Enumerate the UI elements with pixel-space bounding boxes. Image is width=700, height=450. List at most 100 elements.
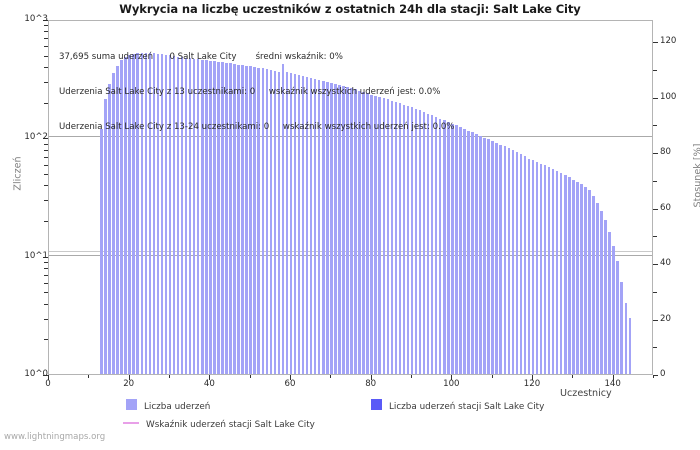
bar (551, 169, 555, 374)
legend-line-rate (123, 422, 139, 424)
bar (217, 61, 220, 374)
bar (624, 302, 628, 374)
y-tick-minor-left (44, 185, 48, 187)
bar (164, 54, 168, 374)
bar (148, 53, 152, 374)
bar (386, 99, 390, 374)
bar (447, 122, 450, 374)
y-tick-minor-left (44, 55, 48, 57)
bar (124, 56, 127, 374)
bar (136, 53, 139, 374)
bar (261, 68, 265, 374)
x-tick-minor (572, 375, 574, 378)
bar (176, 56, 180, 374)
bar (350, 88, 353, 374)
x-tick-minor (491, 375, 493, 378)
bar (313, 78, 317, 374)
bar (374, 95, 377, 374)
y-tick-major-right (653, 375, 658, 376)
bar (188, 58, 192, 374)
bar (580, 184, 583, 374)
legend-item-strikes: Liczba uderzeń (126, 394, 210, 413)
x-tick-label: 60 (284, 379, 296, 389)
y-tick-label-right: 0 (660, 369, 666, 379)
legend-label-rate: Wskaźnik uderzeń stacji Salt Lake City (146, 420, 315, 430)
x-tick-label: 20 (123, 379, 135, 389)
x-tick-major (128, 375, 130, 380)
bar (559, 172, 563, 374)
x-tick-major (290, 375, 291, 380)
bar (201, 59, 204, 374)
bar (479, 136, 482, 374)
y-tick-minor-left (44, 46, 48, 48)
annotation-line-2: Uderzenia Salt Lake City z 13 uczestnika… (59, 86, 441, 97)
bar (192, 58, 196, 374)
bar (221, 62, 224, 374)
annotation-line-1: 37,695 suma uderzeń 0 Salt Lake City śre… (59, 52, 343, 63)
bar (495, 142, 498, 374)
bar (370, 94, 373, 374)
bar (572, 179, 575, 374)
plot-area: 37,695 suma uderzeń 0 Salt Lake City śre… (48, 20, 653, 375)
bar (547, 167, 551, 374)
bar (604, 220, 607, 374)
y-tick-minor-left (44, 318, 48, 320)
bar (301, 75, 305, 374)
bar (334, 83, 337, 374)
bar (196, 59, 200, 374)
bar (205, 60, 208, 374)
legend-swatch-strikes (126, 399, 137, 410)
bar (499, 144, 502, 374)
bar (402, 104, 406, 374)
x-tick-label: 0 (45, 379, 51, 389)
bar (491, 141, 494, 374)
y-axis-label-left: Zliczeń (12, 156, 24, 191)
y-tick-label-left: 10^3 (24, 14, 48, 24)
bar (459, 127, 462, 374)
bar (180, 57, 184, 374)
legend-item-station-strikes: Liczba uderzeń stacji Salt Lake City (371, 394, 544, 413)
bar (144, 52, 148, 374)
y-tick-minor-left (44, 31, 48, 33)
bar-series (49, 21, 652, 374)
bar (430, 115, 434, 374)
y-tick-major-left (43, 256, 48, 258)
x-tick-minor (411, 375, 412, 378)
bar (229, 63, 232, 374)
x-tick-major (612, 375, 614, 380)
x-tick-minor (330, 375, 332, 378)
y-tick-major-left (43, 138, 48, 140)
bar (346, 87, 349, 374)
bar (523, 156, 527, 374)
bar (366, 93, 369, 374)
legend-label-strikes: Liczba uderzeń (144, 402, 211, 412)
bar (426, 113, 430, 374)
bar (160, 54, 164, 374)
y-tick-minor-right (653, 236, 657, 238)
bar (531, 160, 535, 374)
y-tick-major-right (653, 319, 658, 321)
bar (414, 108, 418, 374)
y-tick-label-right: 120 (660, 36, 677, 47)
y-tick-label-right: 60 (660, 202, 671, 213)
y-tick-minor-right (653, 347, 657, 349)
legend-item-rate: Wskaźnik uderzeń stacji Salt Lake City (123, 412, 315, 431)
y-tick-major-left (43, 375, 48, 376)
footer-url: www.lightningmaps.org (4, 432, 106, 442)
y-tick-major-right (653, 208, 658, 210)
bar (309, 77, 313, 374)
bar (616, 261, 619, 374)
bar (564, 175, 567, 374)
bar (156, 53, 160, 374)
x-tick-label: 100 (443, 379, 460, 389)
x-tick-label: 140 (604, 379, 621, 389)
y-tick-minor-left (44, 38, 48, 40)
bar (620, 281, 623, 374)
x-tick-minor (653, 375, 654, 378)
y-tick-major-right (653, 264, 658, 266)
y-tick-label-right: 100 (660, 91, 677, 102)
bar (592, 195, 595, 374)
bar (152, 53, 156, 374)
y-tick-minor-left (44, 200, 48, 202)
